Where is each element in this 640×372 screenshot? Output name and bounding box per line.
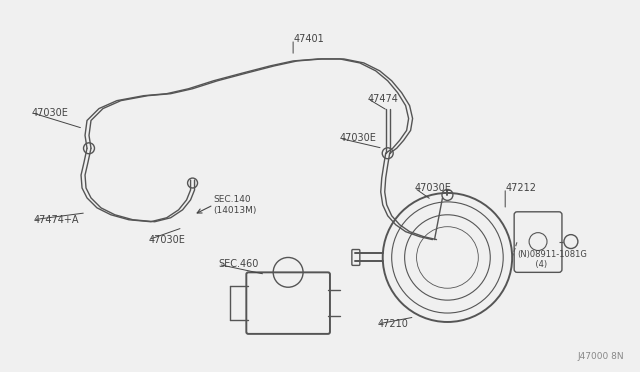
Text: SEC.460: SEC.460	[218, 259, 259, 269]
Text: 47030E: 47030E	[148, 235, 186, 245]
Text: 47210: 47210	[378, 319, 408, 329]
Text: 47030E: 47030E	[340, 133, 377, 143]
Text: 47401: 47401	[293, 34, 324, 44]
Text: 47474: 47474	[368, 94, 399, 104]
Text: 47030E: 47030E	[415, 183, 451, 193]
Text: 47474+A: 47474+A	[33, 215, 79, 225]
Text: SEC.140
(14013M): SEC.140 (14013M)	[214, 195, 257, 215]
Text: 47030E: 47030E	[31, 108, 68, 118]
Text: 47212: 47212	[505, 183, 536, 193]
Text: J47000 8N: J47000 8N	[577, 352, 623, 361]
Text: (N)08911-1081G
       (4): (N)08911-1081G (4)	[517, 250, 587, 269]
